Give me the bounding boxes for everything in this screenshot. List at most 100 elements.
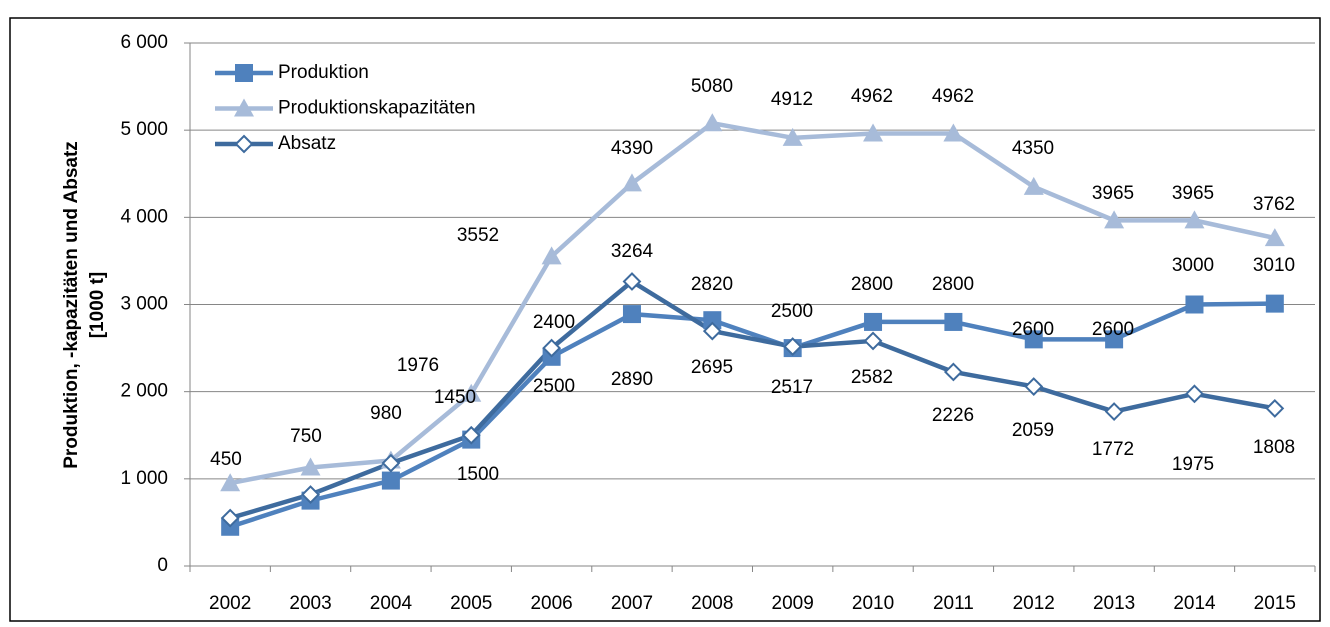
marker [541, 246, 562, 265]
marker [622, 305, 641, 324]
data-label: 2800 [851, 274, 893, 295]
marker [863, 123, 884, 142]
marker [703, 311, 722, 330]
marker [1023, 176, 1044, 195]
data-label: 1975 [1172, 454, 1214, 475]
marker [782, 127, 803, 146]
marker [461, 425, 481, 445]
x-tick-label: 2002 [209, 593, 251, 614]
marker [943, 362, 963, 382]
y-tick-label: 2 000 [120, 381, 168, 402]
data-label: 2800 [932, 274, 974, 295]
marker [235, 64, 253, 82]
x-tick-label: 2013 [1093, 593, 1135, 614]
data-label: 450 [210, 449, 242, 470]
marker [234, 98, 254, 117]
data-label: 1500 [457, 464, 499, 485]
series-line [229, 279, 1276, 521]
x-tick-label: 2015 [1254, 593, 1296, 614]
marker [1105, 330, 1124, 349]
x-tick-label: 2009 [772, 593, 814, 614]
data-label: 980 [370, 403, 402, 424]
data-label: 4962 [851, 86, 893, 107]
data-label: 1772 [1092, 439, 1134, 460]
marker [702, 113, 723, 132]
x-tick-label: 2005 [450, 593, 492, 614]
marker [542, 338, 562, 358]
legend-label: Produktionskapazitäten [278, 98, 476, 119]
marker [381, 453, 401, 473]
x-tick-label: 2004 [370, 593, 413, 614]
marker [1264, 228, 1285, 247]
marker [1024, 377, 1044, 396]
data-label: 4350 [1012, 138, 1054, 159]
data-label: 2500 [771, 301, 813, 322]
data-label: 3965 [1092, 183, 1134, 204]
data-label: 2500 [533, 376, 575, 397]
y-tick-label: 3 000 [120, 294, 168, 315]
y-tick-label: 1 000 [120, 468, 168, 489]
marker [301, 485, 320, 504]
data-label: 3000 [1172, 255, 1214, 276]
y-tick-label: 4 000 [120, 206, 168, 227]
marker [621, 173, 642, 192]
x-tick-label: 2014 [1173, 593, 1216, 614]
data-label: 3264 [611, 241, 654, 262]
marker [864, 312, 883, 331]
x-tick-label: 2007 [611, 593, 653, 614]
marker [1104, 210, 1125, 229]
marker [863, 331, 883, 351]
data-label: 5080 [691, 76, 733, 97]
data-label: 2600 [1092, 319, 1134, 340]
marker [1184, 210, 1205, 229]
marker [702, 321, 722, 341]
marker [234, 134, 254, 154]
legend-label: Absatz [278, 133, 336, 154]
y-tick-label: 5 000 [120, 119, 168, 140]
marker [1185, 295, 1204, 314]
marker [622, 272, 642, 291]
data-label: 1808 [1253, 437, 1295, 458]
data-label: 3762 [1253, 194, 1295, 215]
marker [944, 312, 963, 331]
marker [1265, 294, 1284, 313]
data-label: 1976 [397, 355, 439, 376]
y-tick-label: 0 [157, 555, 168, 576]
legend-label: Produktion [278, 62, 369, 83]
marker [381, 471, 400, 490]
data-label: 2400 [533, 312, 575, 333]
marker [1265, 398, 1285, 418]
marker [1185, 384, 1204, 404]
marker [220, 508, 240, 528]
marker [783, 337, 803, 357]
series-line [229, 120, 1276, 486]
data-label: 2695 [691, 357, 733, 378]
x-tick-label: 2012 [1013, 593, 1055, 614]
data-label: 2226 [932, 405, 974, 426]
data-label: 2059 [1012, 420, 1054, 441]
y-axis-label: [1000 t] [87, 272, 108, 339]
marker [461, 383, 482, 402]
data-label: 2820 [691, 274, 733, 295]
series-line [229, 301, 1275, 529]
data-label: 3965 [1172, 183, 1214, 204]
marker [943, 123, 964, 142]
x-tick-label: 2003 [289, 593, 331, 614]
x-tick-label: 2010 [852, 593, 894, 614]
data-label: 4390 [611, 138, 653, 159]
data-label: 2582 [851, 367, 893, 388]
data-label: 750 [290, 426, 322, 447]
data-label: 2890 [611, 369, 653, 390]
marker [220, 473, 241, 492]
y-tick-label: 6 000 [120, 32, 168, 53]
data-label: 4912 [771, 89, 813, 110]
data-label: 2600 [1012, 319, 1054, 340]
x-tick-label: 2006 [530, 593, 572, 614]
data-label: 3010 [1253, 255, 1295, 276]
data-label: 1450 [434, 387, 476, 408]
data-label: 2517 [771, 377, 813, 398]
marker [1104, 402, 1124, 421]
x-tick-label: 2008 [691, 593, 733, 614]
y-axis-label: Produktion, -kapazitäten und Absatz [61, 141, 82, 469]
